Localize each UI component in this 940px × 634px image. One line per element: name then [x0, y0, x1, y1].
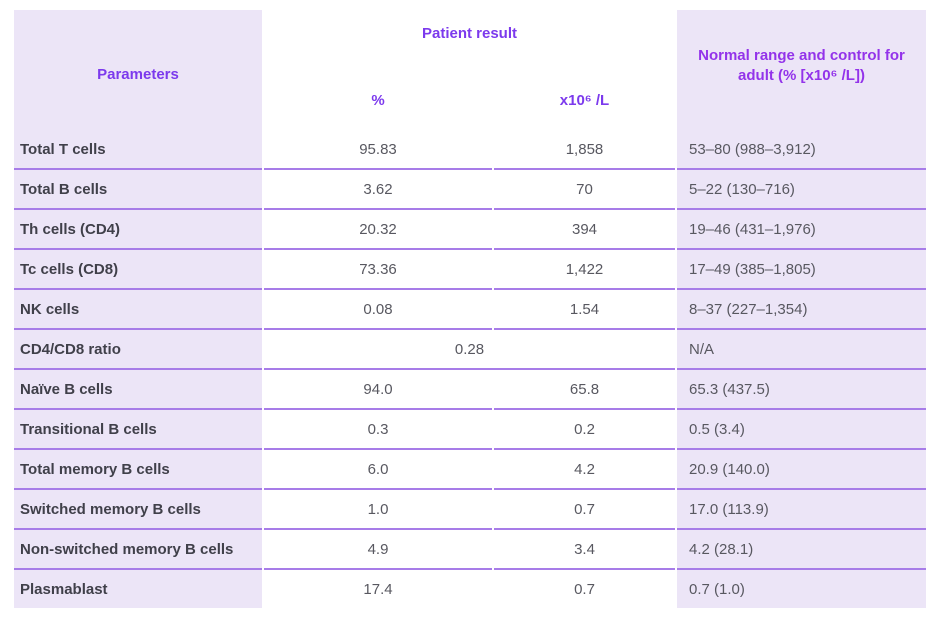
row-normal-range: 0.5 (3.4)	[677, 410, 926, 450]
row-normal-range: 17–49 (385–1,805)	[677, 250, 926, 290]
row-absolute-value: 65.8	[494, 370, 675, 410]
row-absolute-value: 0.2	[494, 410, 675, 450]
row-parameter: NK cells	[14, 290, 262, 330]
table-row-non-switched-memory-b-cells: Non-switched memory B cells 4.9 3.4 4.2 …	[14, 530, 926, 570]
row-normal-range: 5–22 (130–716)	[677, 170, 926, 210]
column-header-percent: %	[264, 80, 492, 130]
row-percent-value: 4.9	[264, 530, 492, 570]
row-parameter: Switched memory B cells	[14, 490, 262, 530]
row-parameter: Th cells (CD4)	[14, 210, 262, 250]
lymphocyte-subset-results-table: Parameters Patient result Normal range a…	[12, 10, 928, 608]
row-percent-value: 3.62	[264, 170, 492, 210]
table-row-th-cells-cd4: Th cells (CD4) 20.32 394 19–46 (431–1,97…	[14, 210, 926, 250]
table-row-total-memory-b-cells: Total memory B cells 6.0 4.2 20.9 (140.0…	[14, 450, 926, 490]
table-row-total-b-cells: Total B cells 3.62 70 5–22 (130–716)	[14, 170, 926, 210]
row-parameter: Total memory B cells	[14, 450, 262, 490]
row-normal-range: 4.2 (28.1)	[677, 530, 926, 570]
row-parameter: CD4/CD8 ratio	[14, 330, 262, 370]
row-normal-range: 19–46 (431–1,976)	[677, 210, 926, 250]
row-parameter: Tc cells (CD8)	[14, 250, 262, 290]
row-absolute-value: 394	[494, 210, 675, 250]
row-parameter: Total T cells	[14, 130, 262, 170]
row-absolute-value: 1,858	[494, 130, 675, 170]
row-percent-value: 94.0	[264, 370, 492, 410]
row-absolute-value: 1,422	[494, 250, 675, 290]
row-parameter: Total B cells	[14, 170, 262, 210]
table-row-nk-cells: NK cells 0.08 1.54 8–37 (227–1,354)	[14, 290, 926, 330]
row-normal-range: 0.7 (1.0)	[677, 570, 926, 608]
row-normal-range: 20.9 (140.0)	[677, 450, 926, 490]
table-row-cd4-cd8-ratio: CD4/CD8 ratio 0.28 N/A	[14, 330, 926, 370]
header-row-units: % x10⁶ /L	[14, 80, 926, 130]
row-normal-range: 53–80 (988–3,912)	[677, 130, 926, 170]
row-normal-range: 8–37 (227–1,354)	[677, 290, 926, 330]
row-normal-range: 65.3 (437.5)	[677, 370, 926, 410]
row-normal-range: N/A	[677, 330, 926, 370]
column-header-patient-result: Patient result	[264, 10, 675, 80]
row-percent-value: 20.32	[264, 210, 492, 250]
row-combined-value: 0.28	[264, 330, 675, 370]
row-percent-value: 73.36	[264, 250, 492, 290]
row-absolute-value: 0.7	[494, 570, 675, 608]
row-parameter: Non-switched memory B cells	[14, 530, 262, 570]
row-parameter: Transitional B cells	[14, 410, 262, 450]
table-row-switched-memory-b-cells: Switched memory B cells 1.0 0.7 17.0 (11…	[14, 490, 926, 530]
table-row-plasmablast: Plasmablast 17.4 0.7 0.7 (1.0)	[14, 570, 926, 608]
row-percent-value: 1.0	[264, 490, 492, 530]
table-row-transitional-b-cells: Transitional B cells 0.3 0.2 0.5 (3.4)	[14, 410, 926, 450]
row-absolute-value: 3.4	[494, 530, 675, 570]
row-percent-value: 17.4	[264, 570, 492, 608]
table-row-tc-cells-cd8: Tc cells (CD8) 73.36 1,422 17–49 (385–1,…	[14, 250, 926, 290]
row-absolute-value: 1.54	[494, 290, 675, 330]
table-header: Parameters Patient result Normal range a…	[14, 10, 926, 130]
column-header-parameters: Parameters	[14, 10, 262, 130]
column-header-normal-range: Normal range and control for adult (% [x…	[677, 10, 926, 130]
table-row-naive-b-cells: Naïve B cells 94.0 65.8 65.3 (437.5)	[14, 370, 926, 410]
row-normal-range: 17.0 (113.9)	[677, 490, 926, 530]
row-percent-value: 0.08	[264, 290, 492, 330]
table-row-total-t-cells: Total T cells 95.83 1,858 53–80 (988–3,9…	[14, 130, 926, 170]
row-parameter: Naïve B cells	[14, 370, 262, 410]
row-percent-value: 6.0	[264, 450, 492, 490]
row-absolute-value: 70	[494, 170, 675, 210]
row-percent-value: 0.3	[264, 410, 492, 450]
table-body: Total T cells 95.83 1,858 53–80 (988–3,9…	[14, 130, 926, 608]
header-row-top: Parameters Patient result Normal range a…	[14, 10, 926, 130]
column-header-absolute-count: x10⁶ /L	[494, 80, 675, 130]
row-absolute-value: 0.7	[494, 490, 675, 530]
row-parameter: Plasmablast	[14, 570, 262, 608]
row-absolute-value: 4.2	[494, 450, 675, 490]
row-percent-value: 95.83	[264, 130, 492, 170]
